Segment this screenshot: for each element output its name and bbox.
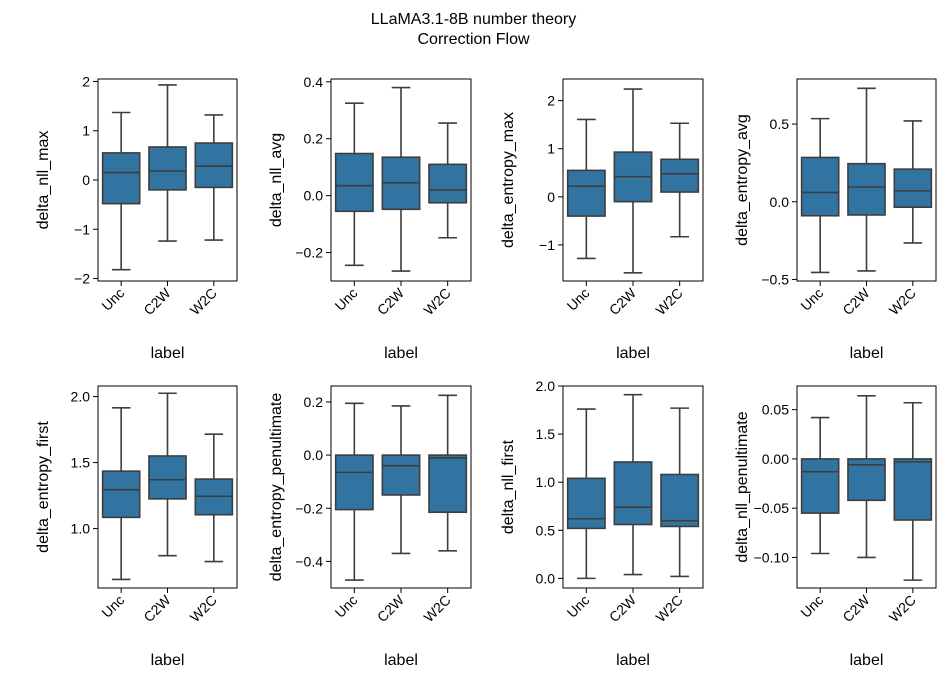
panel-5-box-unc bbox=[101, 470, 141, 519]
panel-2-ytick-label: 0.0 bbox=[304, 188, 324, 204]
panel-6-ytick-label: 0.0 bbox=[304, 447, 324, 463]
panel-8-xtick-label-c2w: C2W bbox=[839, 591, 873, 625]
panel-1-box-unc bbox=[101, 152, 141, 205]
panel-4-ytick-label: 0.0 bbox=[770, 194, 790, 210]
panel-2-y-axis-label: delta_nll_avg bbox=[268, 133, 285, 227]
panel-5-ytick-label: 1.5 bbox=[71, 455, 91, 471]
panel-5-xtick-label-c2w: C2W bbox=[140, 591, 174, 625]
panel-1-x-axis-label: label bbox=[151, 345, 185, 362]
panel-1-box-w2c bbox=[194, 142, 234, 189]
panel-6-xtick-label-c2w: C2W bbox=[374, 591, 408, 625]
panel-1-box-c2w bbox=[148, 146, 187, 191]
panel-8-xtick-label-w2c: W2C bbox=[886, 592, 919, 625]
panel-1-ytick-label: 0 bbox=[82, 172, 90, 188]
panel-8-ytick-label: −0.10 bbox=[754, 549, 790, 565]
panel-4-box-c2w bbox=[847, 162, 886, 216]
panel-5-box-c2w bbox=[148, 455, 187, 500]
panel-7-box-unc bbox=[566, 477, 606, 530]
panel-3-xtick-label-c2w: C2W bbox=[606, 284, 640, 318]
panel-2-ytick-label: 0.2 bbox=[304, 131, 324, 147]
panel-8-box-c2w bbox=[847, 458, 886, 502]
panel-4-y-axis-label: delta_entropy_avg bbox=[734, 114, 751, 246]
panel-3-y-axis-label: delta_entropy_max bbox=[500, 112, 517, 248]
panel-4-xtick-label-w2c: W2C bbox=[886, 285, 919, 318]
panel-4-box-w2c bbox=[893, 168, 933, 208]
panel-4-ytick-label: −0.5 bbox=[761, 271, 789, 287]
panel-7-xtick-label-w2c: W2C bbox=[652, 592, 685, 625]
panel-8-box-unc bbox=[800, 458, 840, 514]
panel-5-y-axis-label: delta_entropy_first bbox=[35, 421, 52, 553]
panel-5-xtick-label-unc: Unc bbox=[98, 592, 127, 621]
panel-6-ytick-label: 0.2 bbox=[304, 394, 324, 410]
panel-6-ytick-label: −0.4 bbox=[295, 553, 323, 569]
panel-6-x-axis-label: label bbox=[384, 652, 418, 669]
panel-6-xtick-label-w2c: W2C bbox=[420, 592, 453, 625]
panel-8-ytick-label: 0.00 bbox=[762, 451, 789, 467]
panel-1-ytick-label: 2 bbox=[82, 73, 90, 89]
panel-7-ytick-label: 0.0 bbox=[536, 570, 556, 586]
panel-7-ytick-label: 2.0 bbox=[536, 378, 556, 394]
panel-8-y-axis-label: delta_nll_penultimate bbox=[734, 411, 751, 562]
panel-1-xtick-label-unc: Unc bbox=[98, 285, 127, 314]
panel-1-ytick-label: −2 bbox=[74, 271, 90, 287]
panel-7-ytick-label: 0.5 bbox=[536, 522, 556, 538]
panel-4-box-unc bbox=[800, 156, 840, 217]
panel-6-box-unc bbox=[334, 454, 374, 511]
figure-title: LLaMA3.1-8B number theory bbox=[370, 11, 577, 28]
panel-1-ytick-label: 1 bbox=[82, 123, 90, 139]
panel-6-ytick-label: −0.2 bbox=[295, 500, 323, 516]
panel-7-xtick-label-unc: Unc bbox=[564, 592, 593, 621]
panel-2-ytick-label: −0.2 bbox=[295, 245, 323, 261]
panel-8-ytick-label: 0.05 bbox=[762, 402, 789, 418]
panel-6-box-w2c bbox=[428, 454, 468, 514]
panel-6-box-c2w bbox=[381, 454, 421, 496]
panel-1-xtick-label-c2w: C2W bbox=[140, 284, 174, 318]
panel-2-xtick-label-unc: Unc bbox=[332, 285, 361, 314]
panel-2-ytick-label: 0.4 bbox=[304, 74, 324, 90]
panel-4-ytick-label: 0.5 bbox=[770, 116, 790, 132]
panel-4-xtick-label-c2w: C2W bbox=[839, 284, 873, 318]
panel-5-xtick-label-w2c: W2C bbox=[187, 592, 220, 625]
panel-8-xtick-label-unc: Unc bbox=[797, 592, 826, 621]
panel-1-ytick-label: −1 bbox=[74, 221, 90, 237]
panel-3-ytick-label: 2 bbox=[547, 93, 555, 109]
panel-3-ytick-label: −1 bbox=[539, 237, 555, 253]
panel-7-box-w2c bbox=[660, 473, 700, 528]
panel-2-x-axis-label: label bbox=[384, 345, 418, 362]
panel-8-ytick-label: −0.05 bbox=[754, 500, 790, 516]
panel-3-ytick-label: 0 bbox=[547, 189, 555, 205]
panel-2-xtick-label-c2w: C2W bbox=[374, 284, 408, 318]
panel-5-ytick-label: 1.0 bbox=[71, 521, 91, 537]
panel-5-ytick-label: 2.0 bbox=[71, 389, 91, 405]
panel-3-box-w2c bbox=[660, 158, 700, 193]
panel-2-xtick-label-w2c: W2C bbox=[420, 285, 453, 318]
panel-6-y-axis-label: delta_entropy_penultimate bbox=[268, 393, 285, 582]
panel-1-xtick-label-w2c: W2C bbox=[187, 285, 220, 318]
panel-7-xtick-label-c2w: C2W bbox=[606, 591, 640, 625]
panel-7-ytick-label: 1.0 bbox=[536, 474, 556, 490]
panel-3-xtick-label-w2c: W2C bbox=[652, 285, 685, 318]
panel-5-x-axis-label: label bbox=[151, 652, 185, 669]
panel-3-x-axis-label: label bbox=[616, 345, 650, 362]
panel-3-box-unc bbox=[566, 169, 606, 217]
panel-7-x-axis-label: label bbox=[616, 652, 650, 669]
panel-7-ytick-label: 1.5 bbox=[536, 426, 556, 442]
panel-2-box-w2c bbox=[428, 163, 468, 204]
panel-1-y-axis-label: delta_nll_max bbox=[35, 131, 52, 230]
panel-3-xtick-label-unc: Unc bbox=[564, 285, 593, 314]
panel-4-xtick-label-unc: Unc bbox=[797, 285, 826, 314]
panel-8-x-axis-label: label bbox=[850, 652, 884, 669]
panel-7-box-c2w bbox=[613, 461, 653, 526]
figure-subtitle: Correction Flow bbox=[417, 31, 530, 48]
panel-3-ytick-label: 1 bbox=[547, 141, 555, 157]
panel-6-xtick-label-unc: Unc bbox=[332, 592, 361, 621]
panel-2-box-unc bbox=[334, 152, 374, 213]
panel-4-x-axis-label: label bbox=[850, 345, 884, 362]
panel-7-y-axis-label: delta_nll_first bbox=[500, 439, 517, 534]
panel-8-box-w2c bbox=[893, 458, 933, 521]
